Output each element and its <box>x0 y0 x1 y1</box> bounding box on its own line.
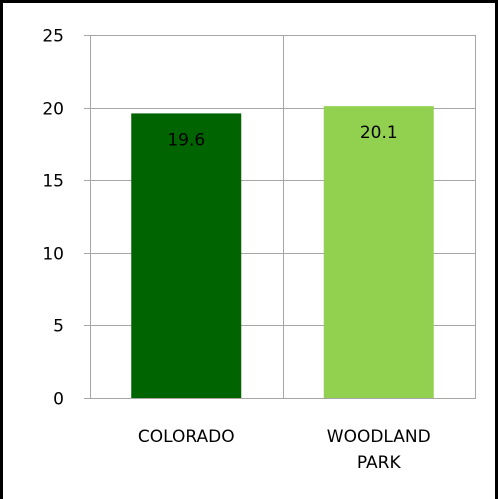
data-label: 19.6 <box>167 130 205 150</box>
bars <box>131 106 434 399</box>
y-tick-label: 20 <box>42 100 64 120</box>
y-tick-label: 0 <box>53 390 64 410</box>
x-tick-label: WOODLAND <box>327 427 431 447</box>
bar <box>323 106 434 398</box>
data-label: 20.1 <box>360 123 398 143</box>
x-tick-label: PARK <box>357 453 402 473</box>
bar <box>131 113 242 399</box>
y-tick-label: 25 <box>42 27 64 47</box>
x-axis: COLORADO WOODLAND PARK <box>90 398 476 473</box>
data-labels: 19.6 20.1 <box>167 123 397 150</box>
y-axis: 0 5 10 15 20 25 <box>42 27 91 410</box>
y-tick-label: 15 <box>42 172 64 192</box>
x-tick-label: COLORADO <box>138 427 235 447</box>
y-tick-label: 10 <box>42 245 64 265</box>
y-tick-label: 5 <box>53 317 64 337</box>
